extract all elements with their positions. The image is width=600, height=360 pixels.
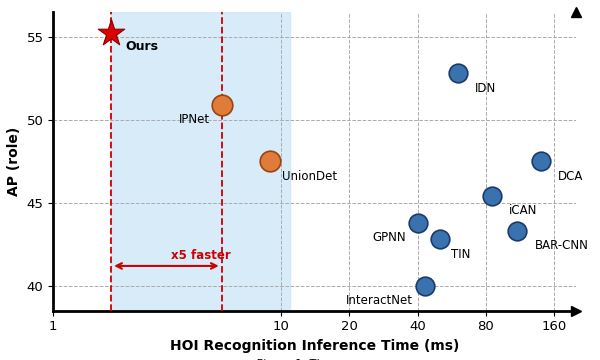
Text: x5 faster: x5 faster [171,249,231,262]
Point [413,220,422,226]
Text: DCA: DCA [559,170,584,183]
Text: BAR-CNN: BAR-CNN [535,239,589,252]
Text: InteractNet: InteractNet [346,294,413,307]
Point [217,102,226,108]
Text: iCAN: iCAN [509,204,538,217]
X-axis label: HOI Recognition Inference Time (ms): HOI Recognition Inference Time (ms) [170,339,460,353]
Y-axis label: AP (role): AP (role) [7,127,21,196]
Point [536,158,546,164]
Point [265,158,275,164]
Point [487,193,497,199]
Text: UnionDet: UnionDet [281,170,337,183]
Point [420,283,430,289]
Point [512,228,522,234]
Point [453,71,463,76]
Text: TIN: TIN [451,248,470,261]
Bar [111,12,290,311]
Text: IDN: IDN [475,82,496,95]
Point [106,31,116,36]
Text: Ours: Ours [125,40,158,53]
Text: GPNN: GPNN [373,231,406,244]
Text: Figure 1: The ...: Figure 1: The ... [256,359,344,360]
Point [435,237,445,242]
Text: IPNet: IPNet [179,113,210,126]
